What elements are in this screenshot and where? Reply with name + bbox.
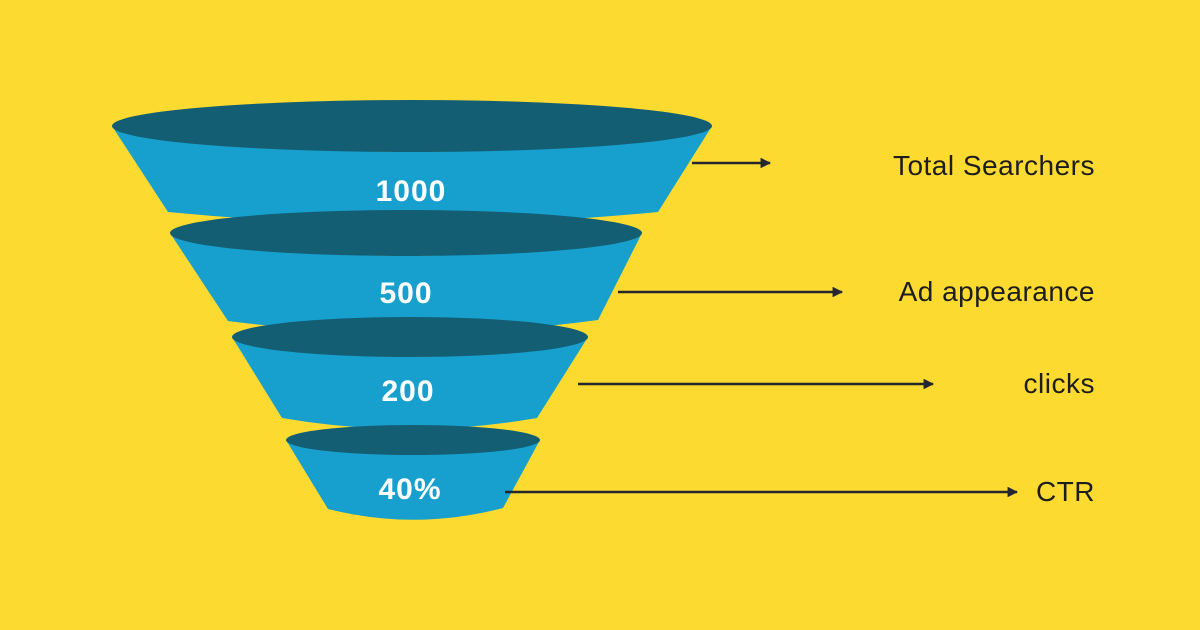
funnel-stage-3-top-ellipse [232,317,588,357]
funnel-stage-1-top-ellipse [112,100,712,152]
funnel-stage-2-top-ellipse [170,210,642,256]
stage-2-label: Ad appearance [899,276,1095,307]
stage-1-label: Total Searchers [893,150,1095,181]
funnel-stage-2-value: 500 [379,277,432,310]
funnel-stage-2-body [170,233,642,333]
funnel-stage-3-body [232,337,588,429]
funnel-stage-4-body [286,440,540,520]
stage-3-label: clicks [1024,368,1095,399]
funnel-stage-2: 500 [170,210,642,333]
funnel-stage-3-value: 200 [381,375,434,408]
funnel-stage-4: 40% [286,425,540,520]
funnel-stage-4-top-ellipse [286,425,540,455]
stage-4-label: CTR [1036,476,1095,507]
funnel-stage-1-value: 1000 [376,175,447,208]
funnel-stage-1-body [112,126,712,224]
funnel-stage-3: 200 [232,317,588,429]
funnel-stage-4-value: 40% [378,473,441,506]
funnel-stage-1: 1000 [112,100,712,224]
